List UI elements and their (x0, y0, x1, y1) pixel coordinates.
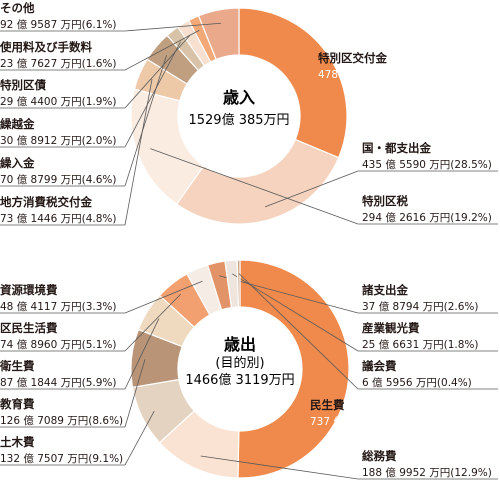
center-subtitle: (目的別) (215, 355, 264, 371)
slice-value: 25 億 6631 万円(1.8%) (362, 338, 478, 351)
slice-value: 37 億 8794 万円(2.6%) (362, 300, 478, 313)
slice-label: 特別区税 (362, 194, 408, 208)
leader-line (124, 318, 160, 390)
leader-line (238, 273, 359, 390)
slice-value: 6 億 5956 万円(0.4%) (362, 376, 472, 389)
leader-line (219, 275, 359, 314)
leader-line (124, 34, 191, 109)
slice-label: 諸支出金 (362, 283, 408, 297)
slice-value: 435 億 5590 万円(28.5%) (362, 158, 492, 171)
center-total: 1466億 3119万円 (185, 372, 294, 388)
slice-value: 132 億 7507 万円(9.1%) (0, 452, 123, 465)
leader-line (264, 170, 359, 208)
slice-国・都支出金 (175, 138, 340, 225)
slice-label: 国・都支出金 (362, 141, 431, 155)
leader-line (124, 359, 146, 428)
slice-label: 民生費 (310, 398, 345, 412)
leader-line (124, 22, 222, 32)
leader-line (124, 78, 153, 226)
leader-line (231, 273, 359, 352)
slice-value: 23 億 7627 万円(1.6%) (0, 57, 116, 70)
slice-label: その他 (0, 1, 35, 15)
slice-value: 48 億 4117 万円(3.3%) (0, 300, 116, 313)
slice-label: 産業観光費 (362, 321, 420, 335)
slice-label: 総務費 (362, 449, 397, 463)
slice-value: 74 億 8960 万円(5.1%) (0, 338, 116, 351)
slice-議会費 (236, 259, 241, 308)
slice-value: 30 億 8912 万円(2.0%) (0, 134, 116, 147)
center-title: 歳入 (223, 88, 255, 107)
slice-label: 教育費 (0, 397, 35, 411)
slice-label: 議会費 (362, 359, 397, 373)
expenditure-donut: 民生費 737 億 2268 万円(50.3%) 総務費 188 億 9952 万円(… (0, 259, 498, 480)
slice-value: 737 億 2268 万円(50.3%) (310, 415, 440, 428)
leader-line (124, 410, 155, 466)
slice-value: 29 億 4400 万円(1.9%) (0, 95, 116, 108)
leader-line (124, 29, 200, 71)
slice-value: 70 億 8799 万円(4.6%) (0, 173, 116, 186)
leader-line (150, 148, 359, 225)
slice-value: 87 億 1844 万円(5.9%) (0, 376, 116, 389)
slice-value: 92 億 9587 万円(6.1%) (0, 18, 116, 31)
leader-line (124, 41, 181, 148)
slice-label: 資源環境費 (0, 283, 58, 297)
slice-label: 地方消費税交付金 (0, 195, 92, 209)
slice-その他 (197, 7, 240, 61)
slice-特別区交付金 (238, 7, 348, 159)
revenue-donut: 特別区交付金 478 億 1406 万円(31.3%) 国・都支出金 435 億 55… (0, 1, 498, 226)
leader-line (124, 55, 167, 187)
center-total: 1529億 385万円 (188, 112, 289, 128)
center-title: 歳出 (224, 335, 256, 354)
slice-民生費 (237, 259, 350, 479)
slice-label: 繰越金 (0, 117, 35, 131)
slice-value: 73 億 1446 万円(4.8%) (0, 212, 116, 225)
slice-label: 区民生活費 (0, 321, 58, 335)
slice-label: 衛生費 (0, 359, 35, 373)
slice-value: 478 億 1406 万円(31.3%) (318, 68, 448, 81)
leader-line (124, 293, 182, 352)
slice-value: 294 億 2616 万円(19.2%) (362, 211, 492, 224)
slice-label: 特別区交付金 (318, 51, 387, 65)
leader-line (200, 455, 359, 480)
slice-value: 188 億 9952 万円(12.9%) (362, 466, 492, 479)
leader-line (124, 280, 203, 314)
slice-label: 使用料及び手数料 (0, 40, 92, 54)
slice-label: 繰入金 (0, 156, 35, 170)
slice-value: 126 億 7089 万円(8.6%) (0, 414, 123, 427)
slice-label: 土木費 (0, 435, 35, 449)
slice-label: 特別区債 (0, 78, 46, 92)
